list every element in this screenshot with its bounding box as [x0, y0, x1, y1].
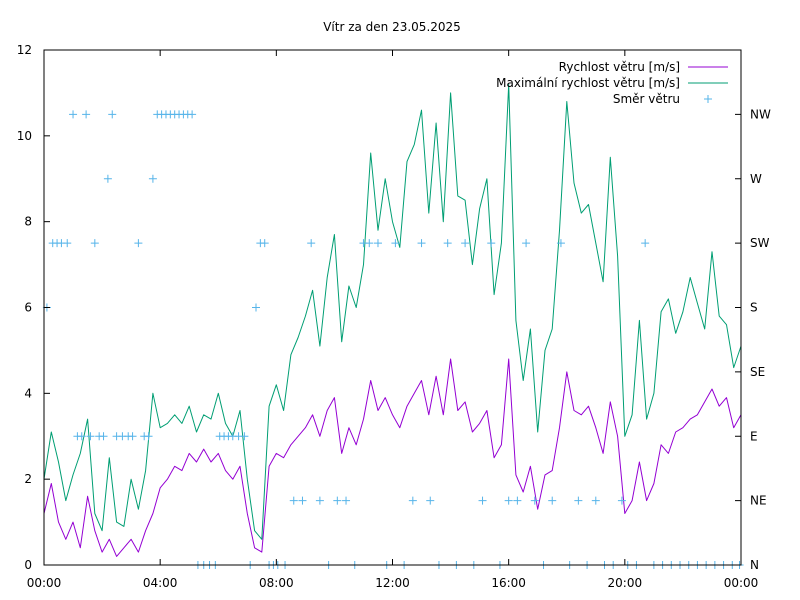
direction-point — [426, 496, 435, 505]
direction-point — [82, 110, 91, 119]
direction-point — [108, 110, 117, 119]
direction-point — [103, 174, 112, 183]
direction-point — [134, 239, 143, 248]
legend-swatch-marker — [704, 95, 712, 103]
direction-point — [315, 496, 324, 505]
direction-point — [556, 239, 565, 248]
y2-tick-label: N — [750, 558, 759, 572]
direction-point — [90, 239, 99, 248]
max-speed-line — [43, 83, 742, 540]
direction-point — [641, 239, 650, 248]
direction-point — [461, 239, 470, 248]
y2-tick-label: W — [750, 172, 762, 186]
axes-layer: 0 2 4 6 8 10 12 N NE E SE S SW W NW 00:00 04:00 08:00 12:0… — [17, 43, 771, 590]
y2-tick-label: SE — [750, 365, 765, 379]
direction-point — [252, 303, 261, 312]
y-tick-label: 10 — [17, 129, 32, 143]
y2-tick-label: NW — [750, 107, 771, 121]
y-tick-label: 8 — [24, 215, 32, 229]
y-tick-label: 6 — [24, 301, 32, 315]
direction-point — [391, 239, 400, 248]
direction-point — [504, 496, 513, 505]
direction-point — [188, 110, 197, 119]
direction-point — [443, 239, 452, 248]
direction-point — [99, 432, 108, 441]
y2-tick-label: SW — [750, 236, 770, 250]
chart-title: Vítr za den 23.05.2025 — [323, 20, 461, 34]
y2-tick-label: NE — [750, 494, 767, 508]
legend: Rychlost větru [m/s] Maximální rychlost v… — [496, 60, 728, 106]
direction-point — [408, 496, 417, 505]
y-tick-label: 4 — [24, 386, 32, 400]
direction-point — [513, 496, 522, 505]
marks-layer — [42, 83, 744, 569]
direction-point — [417, 239, 426, 248]
direction-point — [63, 239, 72, 248]
legend-label: Maximální rychlost větru [m/s] — [496, 76, 680, 90]
legend-label: Směr větru — [613, 92, 680, 106]
direction-point — [548, 496, 557, 505]
direction-point — [522, 239, 531, 248]
y-tick-label: 0 — [24, 558, 32, 572]
y-tick-label: 12 — [17, 43, 32, 57]
x-tick-label: 04:00 — [143, 576, 178, 590]
x-tick-label: 00:00 — [27, 576, 62, 590]
x-tick-label: 16:00 — [491, 576, 526, 590]
direction-point — [260, 239, 269, 248]
direction-point — [148, 174, 157, 183]
direction-point — [574, 496, 583, 505]
direction-point — [365, 239, 374, 248]
direction-point — [530, 496, 539, 505]
y-tick-label: 2 — [24, 472, 32, 486]
x-tick-label: 08:00 — [259, 576, 294, 590]
direction-point — [86, 432, 95, 441]
x-tick-label: 20:00 — [608, 576, 643, 590]
x-tick-label: 12:00 — [375, 576, 410, 590]
legend-label: Rychlost větru [m/s] — [559, 60, 680, 74]
direction-point — [144, 432, 153, 441]
direction-point — [487, 239, 496, 248]
direction-point — [298, 496, 307, 505]
direction-point — [128, 432, 137, 441]
speed-line — [43, 358, 742, 557]
direction-point — [373, 239, 382, 248]
direction-point — [617, 496, 626, 505]
direction-point — [240, 432, 249, 441]
x-tick-label: 00:00 — [724, 576, 759, 590]
direction-point — [289, 496, 298, 505]
direction-point — [342, 496, 351, 505]
direction-point — [307, 239, 316, 248]
direction-point — [333, 496, 342, 505]
y2-tick-label: S — [750, 301, 758, 315]
direction-point — [69, 110, 78, 119]
y2-tick-label: E — [750, 429, 758, 443]
direction-point — [77, 432, 86, 441]
direction-point — [591, 496, 600, 505]
direction-point — [478, 496, 487, 505]
